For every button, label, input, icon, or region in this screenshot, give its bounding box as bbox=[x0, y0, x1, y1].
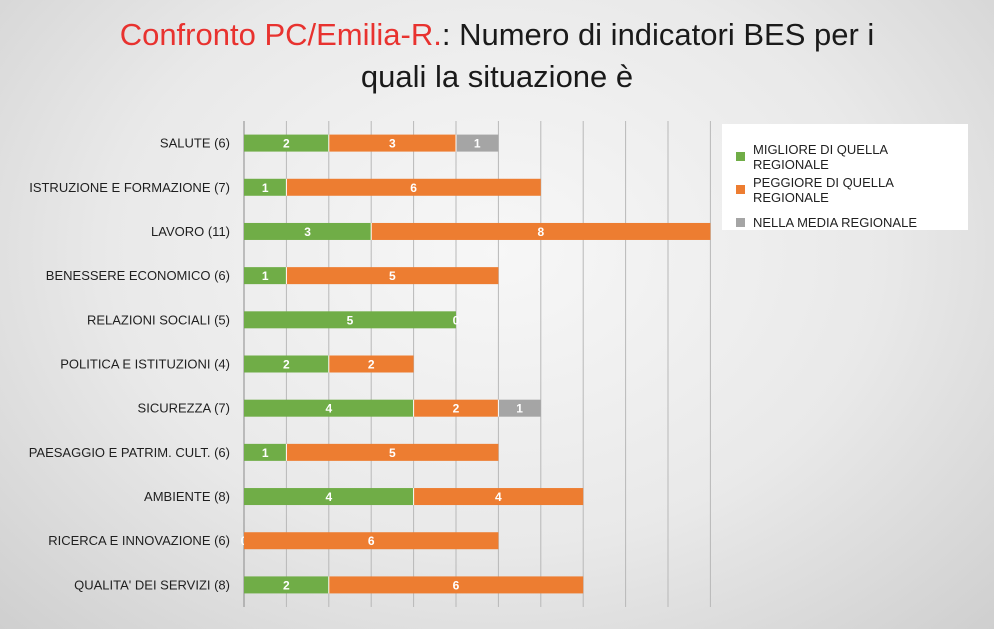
bar-value-label: 2 bbox=[283, 578, 290, 592]
legend-swatch-peggiore bbox=[736, 185, 745, 194]
category-label: PAESAGGIO E PATRIM. CULT. (6) bbox=[29, 445, 230, 460]
bar-segment bbox=[328, 576, 584, 594]
bar-segment bbox=[328, 134, 456, 152]
bar-value-label: 1 bbox=[262, 269, 269, 283]
category-label: SICUREZZA (7) bbox=[138, 401, 230, 416]
category-label: ISTRUZIONE E FORMAZIONE (7) bbox=[29, 180, 230, 195]
bar-value-label: 4 bbox=[325, 490, 332, 504]
bar-value-label: 2 bbox=[453, 402, 460, 416]
legend: MIGLIORE DI QUELLA REGIONALE PEGGIORE DI… bbox=[722, 124, 968, 230]
bar-segment bbox=[244, 355, 329, 373]
legend-item-media: NELLA MEDIA REGIONALE bbox=[736, 206, 958, 239]
bar-value-label: 6 bbox=[368, 534, 375, 548]
bar-value-label: 1 bbox=[516, 402, 523, 416]
bar-value-label: 3 bbox=[389, 137, 396, 151]
legend-label-media: NELLA MEDIA REGIONALE bbox=[753, 215, 918, 230]
category-label: LAVORO (11) bbox=[151, 224, 230, 239]
title-highlight: Confronto PC/Emilia-R. bbox=[119, 17, 442, 52]
bar-value-label: 3 bbox=[304, 225, 311, 239]
bar-segment bbox=[244, 532, 499, 550]
category-label: BENESSERE ECONOMICO (6) bbox=[46, 268, 230, 283]
legend-label-migliore: MIGLIORE DI QUELLA REGIONALE bbox=[753, 141, 888, 172]
bar-segment bbox=[244, 399, 414, 417]
bar-segment bbox=[244, 267, 287, 285]
bar-value-label: 2 bbox=[368, 358, 375, 372]
bar-segment bbox=[244, 222, 372, 240]
bar-value-label: 8 bbox=[537, 225, 544, 239]
bar-segment bbox=[244, 576, 329, 594]
bar-value-label: 1 bbox=[262, 446, 269, 460]
bar-segment bbox=[244, 178, 287, 196]
bar-segment bbox=[286, 267, 499, 285]
bar-value-label: 5 bbox=[347, 313, 354, 327]
bar-segment bbox=[328, 355, 414, 373]
bar-segment bbox=[413, 488, 584, 506]
bar-value-label: 5 bbox=[389, 269, 396, 283]
category-label: RICERCA E INNOVAZIONE (6) bbox=[48, 533, 230, 548]
bar-value-label: 6 bbox=[410, 181, 417, 195]
bar-value-label: 2 bbox=[283, 358, 290, 372]
bar-segment bbox=[244, 488, 414, 506]
bar-segment bbox=[244, 443, 287, 461]
category-label: QUALITA' DEI SERVIZI (8) bbox=[74, 577, 230, 592]
bar-value-label: 2 bbox=[283, 137, 290, 151]
category-label: RELAZIONI SOCIALI (5) bbox=[87, 312, 230, 327]
bar-segment bbox=[244, 311, 456, 329]
legend-label-peggiore: PEGGIORE DI QUELLA REGIONALE bbox=[753, 174, 894, 205]
category-label: POLITICA E ISTITUZIONI (4) bbox=[60, 357, 230, 372]
bar-value-label: 0 bbox=[453, 313, 460, 327]
bar-segment bbox=[244, 134, 329, 152]
bar-segment bbox=[371, 222, 711, 240]
bar-segment bbox=[498, 399, 541, 417]
legend-item-migliore: MIGLIORE DI QUELLA REGIONALE bbox=[736, 140, 958, 173]
bar-value-label: 1 bbox=[474, 137, 481, 151]
bar-segment bbox=[286, 443, 499, 461]
bar-segment bbox=[286, 178, 541, 196]
legend-swatch-media bbox=[736, 218, 745, 227]
bar-value-label: 4 bbox=[325, 402, 332, 416]
category-label: SALUTE (6) bbox=[160, 136, 230, 151]
bar-segment bbox=[413, 399, 499, 417]
title-rest: : Numero di indicatori BES per i bbox=[441, 17, 875, 52]
category-label: AMBIENTE (8) bbox=[144, 489, 230, 504]
legend-item-peggiore: PEGGIORE DI QUELLA REGIONALE bbox=[736, 173, 958, 206]
bar-value-label: 1 bbox=[262, 181, 269, 195]
bar-value-label: 5 bbox=[389, 446, 396, 460]
bar-value-label: 6 bbox=[453, 578, 460, 592]
bar-value-label: 4 bbox=[495, 490, 502, 504]
chart-title: Confronto PC/Emilia-R.: Numero di indica… bbox=[0, 14, 994, 98]
legend-swatch-migliore bbox=[736, 152, 745, 161]
bar-segment bbox=[456, 134, 499, 152]
title-line2: quali la situazione è bbox=[360, 59, 634, 94]
